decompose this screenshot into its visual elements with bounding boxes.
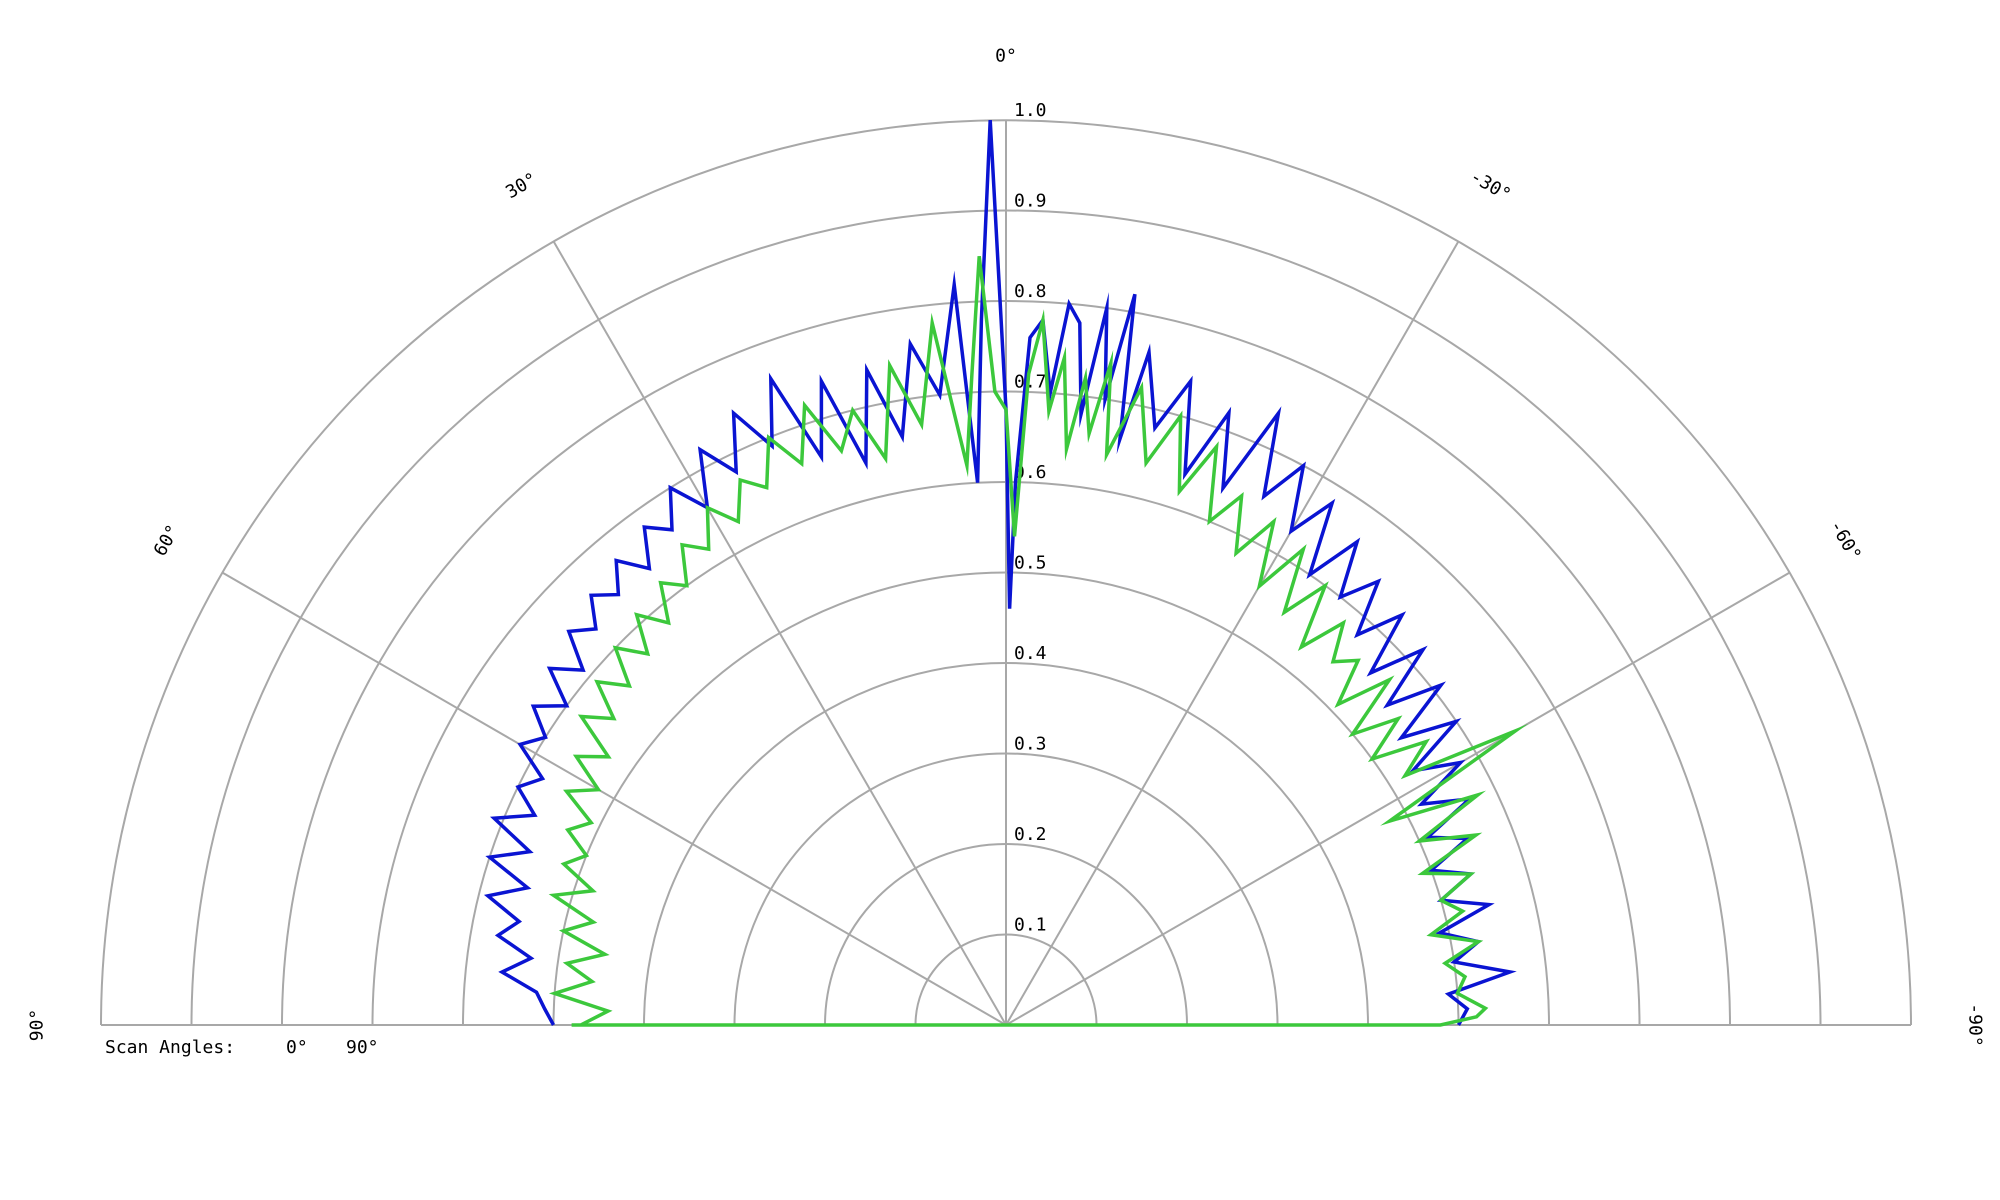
radial-tick-label: 0.9	[1014, 191, 1047, 212]
grid-spoke-2	[552, 240, 1007, 1026]
angle-tick-label: -90°	[1964, 1003, 1985, 1046]
series-lines	[483, 120, 1529, 1027]
radial-tick-label: 0.5	[1014, 553, 1047, 574]
legend-item-0-deg: 0°	[286, 1037, 308, 1058]
angle-tick-label: -60°	[1825, 517, 1865, 565]
legend-item-90-deg: 90°	[346, 1037, 379, 1058]
angle-tick-label: -30°	[1466, 166, 1514, 206]
radial-tick-label: 0.7	[1014, 372, 1047, 393]
angle-tick-label: 60°	[150, 521, 184, 560]
radial-tick-label: 1.0	[1014, 100, 1047, 121]
legend: Scan Angles: 0° 90°	[105, 1037, 379, 1058]
radial-tick-label: 0.8	[1014, 281, 1047, 302]
angle-tick-label: 90°	[27, 1009, 48, 1042]
radial-tick-label: 0.3	[1014, 734, 1047, 755]
radial-tick-label: 0.4	[1014, 643, 1047, 664]
grid-spoke-1	[221, 571, 1007, 1026]
radial-tick-label: 0.2	[1014, 824, 1047, 845]
radial-tick-labels: 0.10.20.30.40.50.60.70.80.91.0	[1014, 100, 1047, 936]
series-line-90-deg	[548, 255, 1529, 1027]
angle-tick-label: 0°	[995, 46, 1017, 67]
series-line-0-deg	[483, 120, 1517, 1026]
grid-spoke-4	[1005, 240, 1460, 1026]
radial-tick-label: 0.1	[1014, 915, 1047, 936]
legend-title: Scan Angles:	[105, 1037, 235, 1058]
polar-grid	[100, 119, 1912, 1026]
angle-tick-label: 30°	[502, 169, 541, 203]
grid-spoke-5	[1005, 571, 1791, 1026]
